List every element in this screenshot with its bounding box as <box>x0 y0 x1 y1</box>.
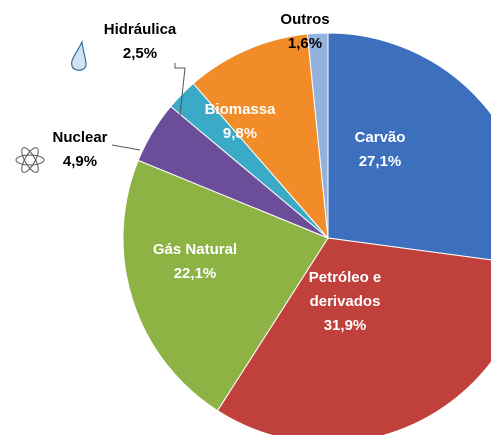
slice-label: Gás Natural <box>153 241 237 258</box>
value-label: 27,1% <box>359 153 402 170</box>
slice-label: Outros <box>280 11 329 28</box>
leader-line <box>112 145 140 150</box>
value-label: 22,1% <box>174 265 217 282</box>
value-label: 2,5% <box>123 45 157 62</box>
label-line: derivados <box>310 293 381 310</box>
pie <box>123 33 491 435</box>
chart: Carvão 27,1% Petróleo e derivados 31,9% Gás N… <box>0 0 491 435</box>
slice-label: Hidráulica <box>104 21 177 38</box>
slice <box>328 33 491 265</box>
value-label: 4,9% <box>63 153 97 170</box>
label-line: Petróleo e <box>309 269 382 286</box>
drop-icon <box>72 42 86 70</box>
value-label: 1,6% <box>288 35 322 52</box>
value-label: 9,8% <box>223 125 257 142</box>
atom-icon <box>16 145 44 174</box>
slice-label: Nuclear <box>52 129 107 146</box>
value-label: 31,9% <box>324 317 367 334</box>
slice-label: Biomassa <box>205 101 277 118</box>
slice-label: Carvão <box>355 129 406 146</box>
